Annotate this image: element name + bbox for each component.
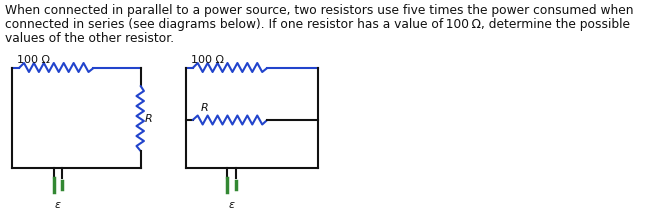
Text: When connected in parallel to a power source, two resistors use five times the p: When connected in parallel to a power so… [5, 4, 633, 17]
Text: 100 Ω: 100 Ω [191, 55, 224, 65]
Text: values of the other resistor.: values of the other resistor. [5, 32, 174, 45]
Text: ε: ε [228, 200, 234, 210]
Text: R: R [201, 103, 209, 113]
Text: 100 Ω: 100 Ω [17, 55, 50, 65]
Text: R: R [145, 114, 152, 124]
Text: ε: ε [55, 200, 61, 210]
Text: connected in series (see diagrams below). If one resistor has a value of 100 Ω, : connected in series (see diagrams below)… [5, 18, 630, 31]
